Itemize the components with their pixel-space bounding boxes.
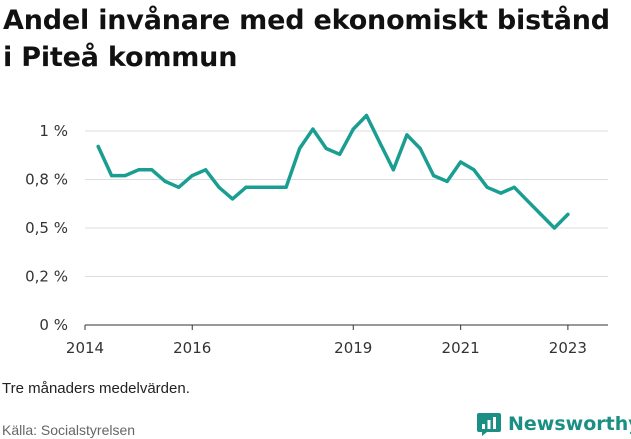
data-point [378, 141, 382, 145]
data-point [566, 212, 570, 217]
chart-title: Andel invånare med ekonomiskt bistånd i … [3, 5, 610, 73]
plot-series [96, 113, 570, 230]
x-axis: 2014 2016 2019 2021 2023 [66, 324, 608, 357]
data-point [298, 146, 302, 151]
gridlines [85, 130, 608, 277]
data-point [539, 212, 543, 217]
series-line [96, 113, 570, 230]
data-point [96, 144, 100, 149]
data-point [432, 174, 436, 178]
data-point [459, 160, 463, 164]
data-point [324, 146, 328, 151]
data-point [109, 174, 114, 178]
data-point [311, 127, 315, 131]
data-point [230, 197, 235, 201]
x-tick-label: 2016 [173, 339, 211, 357]
data-point [257, 185, 261, 189]
data-point [445, 179, 449, 184]
data-point [418, 146, 422, 151]
data-point [472, 168, 476, 172]
data-point [364, 113, 369, 118]
y-tick-label: 0,8 % [25, 171, 68, 189]
data-point [552, 226, 556, 230]
x-tick-label: 2019 [334, 339, 372, 357]
data-point [204, 168, 208, 172]
data-point [499, 191, 503, 195]
source-credit: Källa: Socialstyrelsen [2, 422, 136, 438]
data-point [137, 168, 141, 172]
data-point [271, 185, 275, 189]
x-tick-label: 2021 [442, 339, 480, 357]
data-point [485, 185, 489, 189]
data-point [391, 168, 395, 172]
newsworthy-icon [477, 413, 501, 436]
y-tick-label: 0,2 % [25, 268, 68, 286]
data-point [525, 199, 530, 203]
data-point [177, 185, 181, 189]
data-point [150, 168, 154, 172]
data-point [190, 174, 194, 178]
y-tick-label: 0 % [39, 316, 68, 334]
data-point [244, 185, 248, 189]
data-point [284, 185, 288, 189]
data-point [163, 179, 167, 184]
chart-note: Tre månaders medelvärden. [2, 380, 190, 397]
data-point [338, 152, 342, 156]
brand-name: Newsworthy [508, 413, 631, 435]
data-point [405, 133, 409, 137]
y-axis: 0 % 0,2 % 0,5 % 0,8 % 1 % [25, 122, 68, 334]
data-point [217, 185, 221, 189]
data-point [351, 127, 355, 131]
y-tick-label: 0,5 % [25, 219, 68, 237]
y-tick-label: 1 % [39, 122, 68, 140]
newsworthy-logo[interactable]: Newsworthy [476, 410, 631, 438]
x-tick-label: 2014 [66, 339, 104, 357]
data-point [123, 174, 127, 178]
data-point [512, 185, 516, 189]
x-tick-label: 2023 [549, 339, 587, 357]
